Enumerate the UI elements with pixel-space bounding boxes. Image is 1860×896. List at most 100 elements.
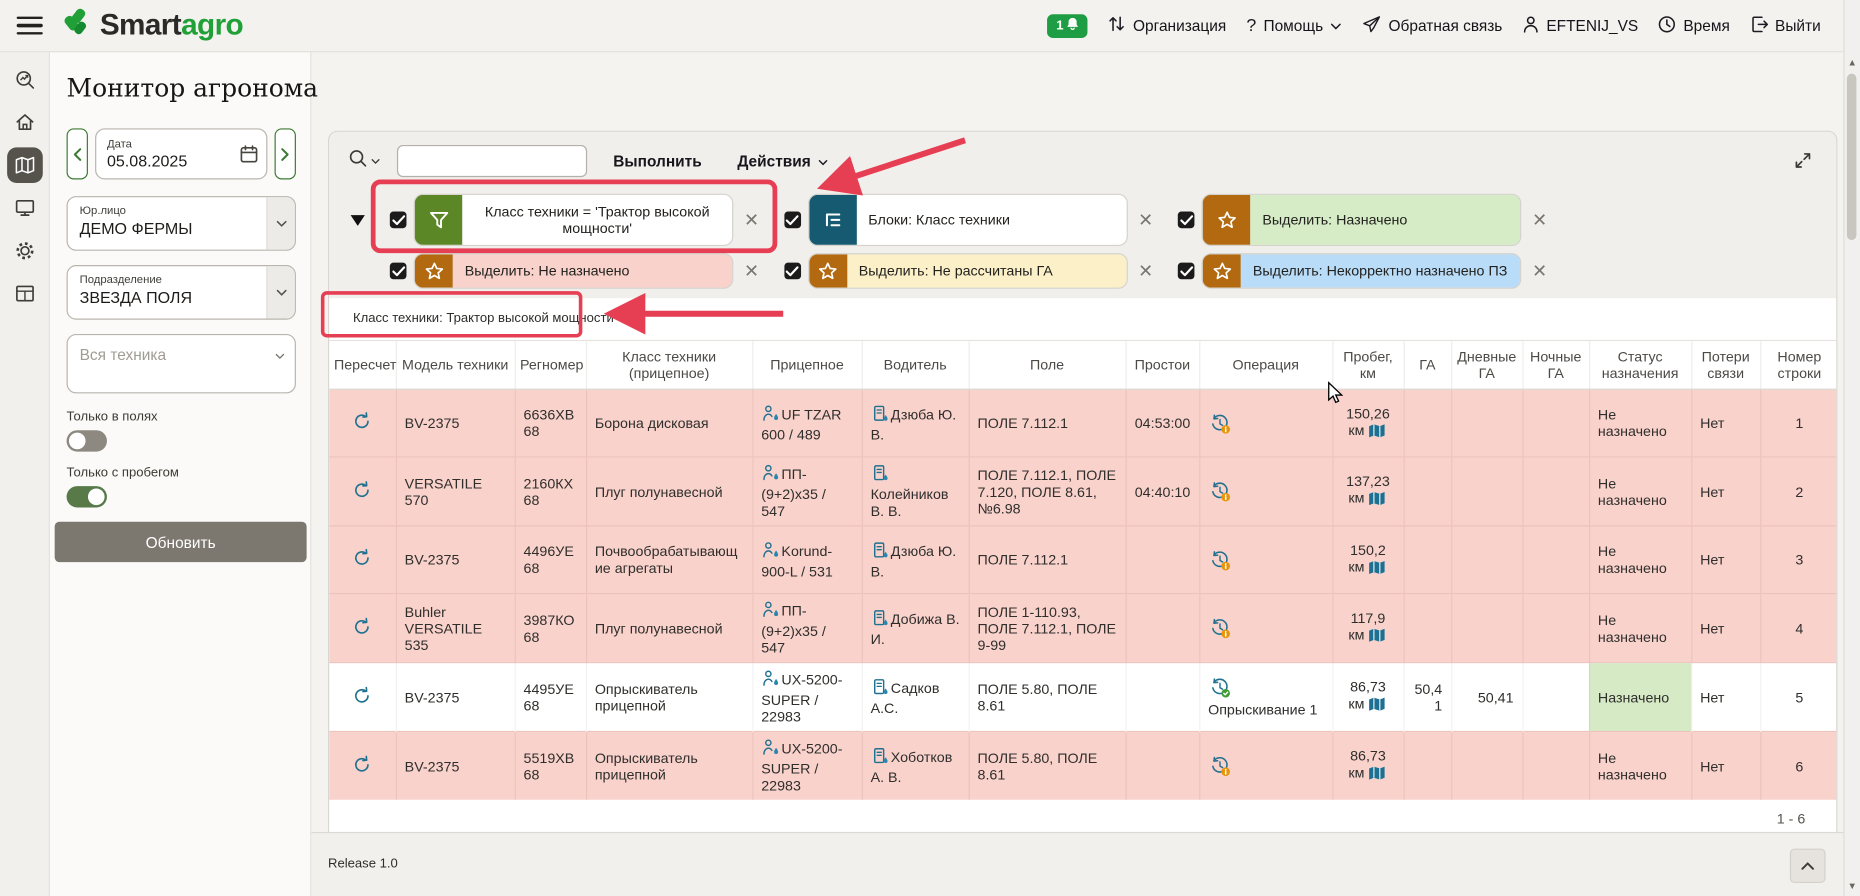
chevron-down-icon[interactable] xyxy=(275,345,286,366)
cell-loss: Нет xyxy=(1691,593,1761,663)
scrollbar-down-icon[interactable]: ▼ xyxy=(1847,880,1857,892)
sidebar-item-monitor[interactable] xyxy=(7,190,43,226)
sidebar-item-analytics[interactable] xyxy=(7,62,43,98)
calendar-icon[interactable] xyxy=(239,144,259,164)
app-logo[interactable]: Smartagro xyxy=(62,7,244,44)
next-date-button[interactable] xyxy=(274,128,296,180)
collapse-triangle-icon[interactable] xyxy=(350,214,365,226)
division-label: Подразделение xyxy=(79,273,162,287)
chip-checkbox[interactable] xyxy=(389,262,407,280)
cell-reg: 5519ХВ68 xyxy=(514,730,587,800)
scrollbar-thumb[interactable] xyxy=(1846,73,1857,241)
equipment-select[interactable]: Вся техника xyxy=(66,333,296,394)
filter-chip[interactable]: Выделить: Не назначено xyxy=(413,253,734,289)
recalc-icon[interactable] xyxy=(352,754,372,774)
vertical-scrollbar[interactable]: ▲ ▼ xyxy=(1843,0,1860,896)
chip-checkbox[interactable] xyxy=(1177,262,1195,280)
date-field[interactable]: Дата 05.08.2025 xyxy=(95,128,268,180)
map-small-icon[interactable] xyxy=(1368,559,1386,578)
actions-button[interactable]: Действия xyxy=(728,144,838,176)
map-small-icon[interactable] xyxy=(1368,696,1386,715)
only-in-fields-toggle[interactable] xyxy=(66,430,107,452)
scroll-top-button[interactable] xyxy=(1789,848,1826,884)
nav-user[interactable]: EFTENIJ_VS xyxy=(1523,15,1638,36)
column-header-recalc[interactable]: Пересчет xyxy=(329,341,396,390)
filter-chip[interactable]: Выделить: Некорректно назначено ПЗ xyxy=(1201,253,1522,289)
chip-remove-icon[interactable]: ✕ xyxy=(1138,261,1154,282)
column-header-driver[interactable]: Водитель xyxy=(861,341,970,390)
column-header-day_ga[interactable]: Дневные ГА xyxy=(1451,341,1524,390)
map-small-icon[interactable] xyxy=(1368,423,1386,442)
chip-checkbox[interactable] xyxy=(783,262,801,280)
map-small-icon[interactable] xyxy=(1368,628,1386,647)
menu-icon[interactable] xyxy=(16,16,43,36)
operation-history-icon[interactable] xyxy=(1208,480,1231,503)
column-header-status[interactable]: Статус назначения xyxy=(1589,341,1692,390)
cell-night_ga xyxy=(1522,525,1590,594)
only-with-mileage-toggle[interactable] xyxy=(66,486,107,508)
chip-checkbox[interactable] xyxy=(783,211,801,229)
chip-remove-icon[interactable]: ✕ xyxy=(1532,210,1548,231)
recalc-icon[interactable] xyxy=(352,548,372,568)
chevron-down-icon[interactable] xyxy=(266,197,295,250)
prev-date-button[interactable] xyxy=(66,128,88,180)
nav-logout[interactable]: Выйти xyxy=(1750,15,1821,36)
sidebar-item-map[interactable] xyxy=(6,147,43,184)
sidebar-item-tables[interactable] xyxy=(7,276,43,312)
chip-remove-icon[interactable]: ✕ xyxy=(743,210,759,231)
operation-history-icon[interactable] xyxy=(1208,548,1231,571)
chip-remove-icon[interactable]: ✕ xyxy=(743,261,759,282)
scrollbar-up-icon[interactable]: ▲ xyxy=(1847,57,1857,68)
chevron-down-icon xyxy=(818,152,829,170)
sidebar-item-settings[interactable] xyxy=(7,233,43,269)
search-input[interactable] xyxy=(396,144,588,177)
filter-chip[interactable]: Выделить: Назначено xyxy=(1201,193,1522,247)
recalc-icon[interactable] xyxy=(352,616,372,636)
map-small-icon[interactable] xyxy=(1368,491,1386,510)
column-header-loss[interactable]: Потери связи xyxy=(1691,341,1761,390)
filter-chip[interactable]: Блоки: Класс техники xyxy=(807,193,1128,247)
refresh-button[interactable]: Обновить xyxy=(54,521,307,563)
nav-organization[interactable]: Организация xyxy=(1108,14,1226,37)
operation-history-icon[interactable] xyxy=(1208,412,1231,435)
notification-badge[interactable]: 1 xyxy=(1047,13,1088,38)
chip-checkbox[interactable] xyxy=(389,211,407,229)
nav-feedback[interactable]: Обратная связь xyxy=(1362,15,1502,36)
column-header-mileage[interactable]: Пробег, км xyxy=(1332,341,1405,390)
nav-time[interactable]: Время xyxy=(1658,15,1730,36)
operation-history-icon[interactable] xyxy=(1208,676,1231,699)
column-header-night_ga[interactable]: Ночные ГА xyxy=(1522,341,1590,390)
column-header-ga[interactable]: ГА xyxy=(1403,341,1452,390)
sidebar-item-home[interactable] xyxy=(7,105,43,141)
execute-button[interactable]: Выполнить xyxy=(604,144,711,176)
cell-mileage: 137,23 км xyxy=(1332,456,1405,526)
operation-history-icon[interactable] xyxy=(1208,755,1231,778)
column-header-num[interactable]: Номер строки xyxy=(1760,341,1837,390)
filter-chip[interactable]: Класс техники = 'Трактор высокой мощност… xyxy=(413,193,734,247)
recalc-icon[interactable] xyxy=(352,685,372,705)
column-header-model[interactable]: Модель техники xyxy=(395,341,516,390)
legal-entity-select[interactable]: Юр.лицо ДЕМО ФЕРМЫ xyxy=(66,196,296,251)
maximize-icon[interactable] xyxy=(1793,151,1812,170)
column-header-idle[interactable]: Простои xyxy=(1125,341,1200,390)
chip-checkbox[interactable] xyxy=(1177,211,1195,229)
filter-chip[interactable]: Выделить: Не рассчитаны ГА xyxy=(807,253,1128,289)
column-header-trailer[interactable]: Прицепное xyxy=(752,341,863,390)
chip-remove-icon[interactable]: ✕ xyxy=(1532,261,1548,282)
chevron-down-icon[interactable] xyxy=(266,266,295,319)
cell-model: BV-2375 xyxy=(395,661,516,732)
cell-trailer: UX-5200-SUPER / 22983 xyxy=(752,730,863,800)
chip-remove-icon[interactable]: ✕ xyxy=(1138,210,1154,231)
column-header-op[interactable]: Операция xyxy=(1199,341,1333,390)
column-header-field[interactable]: Поле xyxy=(968,341,1127,390)
operation-history-icon[interactable] xyxy=(1208,617,1231,640)
cell-driver: Добижа В. И. xyxy=(861,593,970,663)
division-select[interactable]: Подразделение ЗВЕЗДА ПОЛЯ xyxy=(66,265,296,320)
recalc-icon[interactable] xyxy=(352,480,372,500)
column-header-reg[interactable]: Регномер xyxy=(514,341,587,390)
nav-help[interactable]: ? Помощь xyxy=(1246,15,1342,36)
column-header-cls[interactable]: Класс техники (прицепное) xyxy=(585,341,753,390)
recalc-icon[interactable] xyxy=(352,411,372,431)
search-options-button[interactable] xyxy=(348,148,380,173)
map-small-icon[interactable] xyxy=(1368,765,1386,784)
